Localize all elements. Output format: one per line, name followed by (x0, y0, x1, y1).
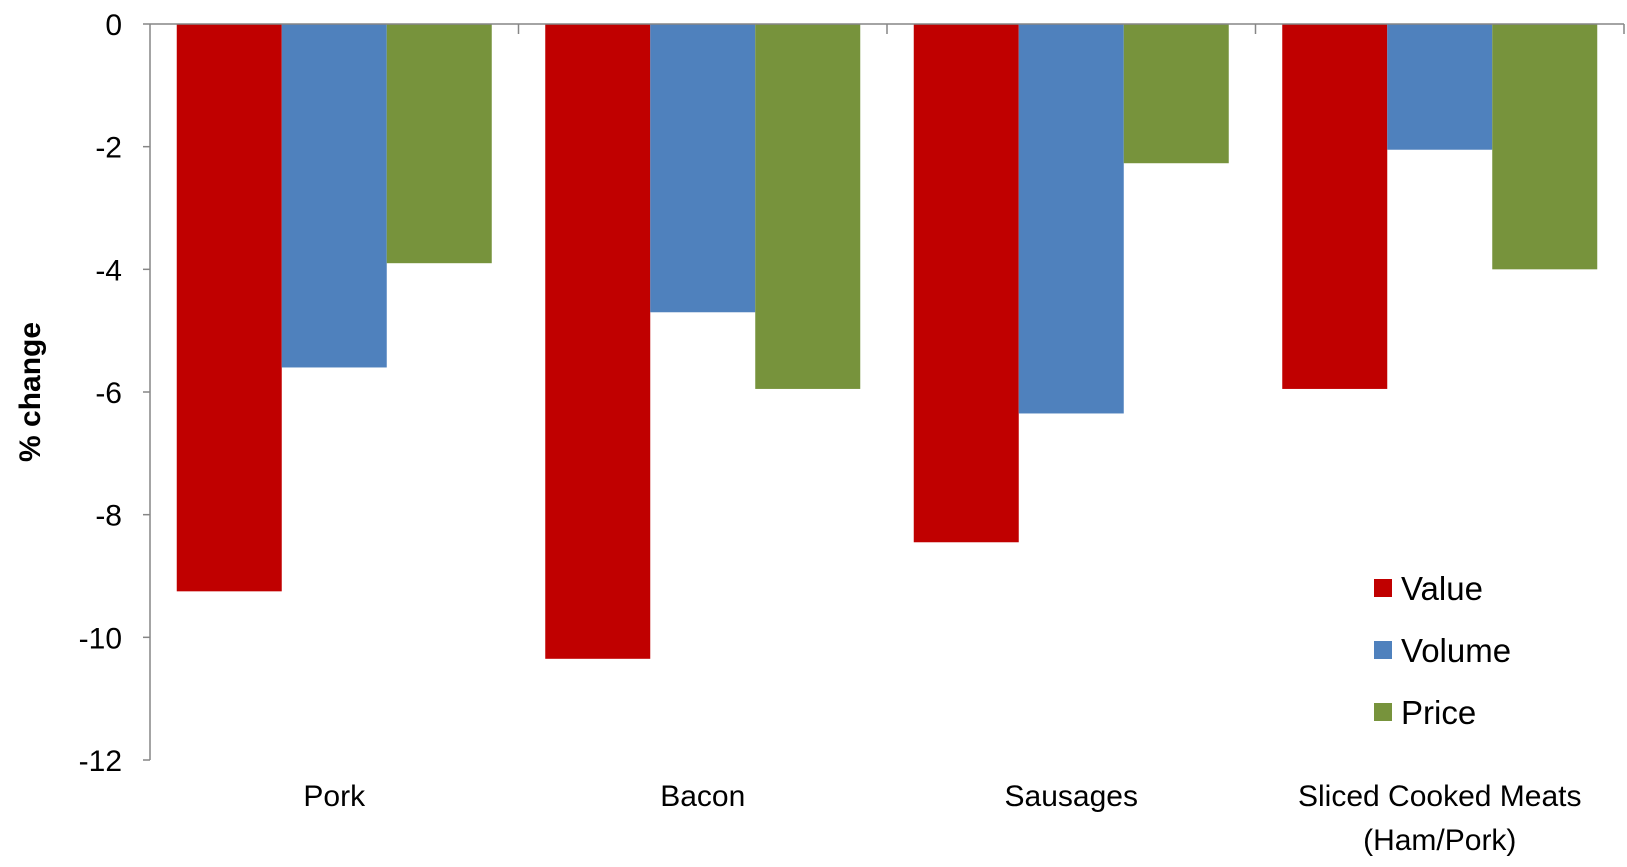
axes-layer (143, 23, 1625, 761)
y-tick-label: 0 (105, 9, 122, 42)
legend-label-value: Value (1401, 570, 1483, 607)
x-category-label: Sliced Cooked Meats (Ham/Pork) (1298, 780, 1581, 857)
y-tick-label: -6 (95, 377, 122, 410)
y-tick-label: -8 (95, 500, 122, 533)
bar-value-2 (913, 24, 1019, 543)
legend-swatch-price (1374, 703, 1392, 721)
bars-layer (176, 24, 1598, 659)
legend-label-price: Price (1401, 694, 1476, 731)
bar-volume-1 (650, 24, 756, 313)
y-tick-label: -2 (95, 132, 122, 165)
bar-value-0 (176, 24, 282, 592)
y-tick-label: -4 (95, 254, 122, 287)
bar-value-3 (1282, 24, 1388, 389)
bar-value-1 (545, 24, 651, 659)
x-category-label: Sausages (1005, 780, 1138, 813)
y-axis-label: % change (14, 322, 47, 462)
y-tick-label: -10 (79, 622, 122, 655)
x-category-label: Bacon (660, 780, 745, 813)
legend-label-volume: Volume (1401, 632, 1511, 669)
y-tick-label: -12 (79, 745, 122, 778)
bar-price-2 (1123, 24, 1229, 164)
bar-price-3 (1492, 24, 1598, 270)
labels-layer: 0 -2 -4 -6 -8 -10 -12 Pork Bacon Sausages Sliced C… (14, 9, 1581, 857)
bar-price-0 (386, 24, 492, 264)
bar-volume-2 (1018, 24, 1124, 414)
legend-swatch-value (1374, 579, 1392, 597)
bar-price-1 (755, 24, 861, 389)
bar-volume-3 (1387, 24, 1493, 150)
legend-swatch-volume (1374, 641, 1392, 659)
x-category-label: Pork (303, 780, 366, 813)
bar-volume-0 (281, 24, 387, 368)
legend: Value Volume Price (1374, 570, 1511, 731)
